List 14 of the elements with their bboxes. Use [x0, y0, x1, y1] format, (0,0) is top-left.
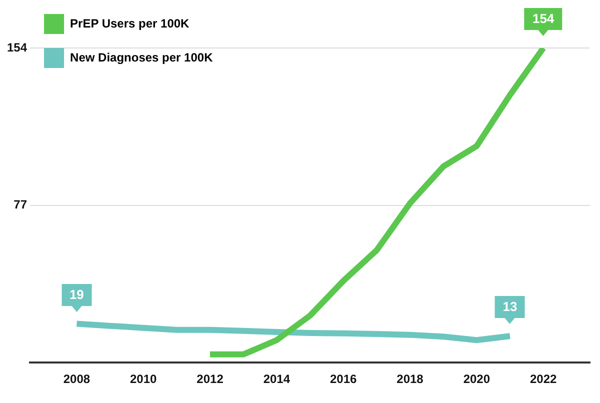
x-tick-label: 2018 [396, 372, 424, 386]
x-tick-label: 2016 [330, 372, 358, 386]
data-label: 13 [494, 296, 526, 318]
data-label: 19 [61, 284, 92, 306]
legend-label: PrEP Users per 100K [70, 16, 190, 30]
legend-label: New Diagnoses per 100K [70, 50, 214, 64]
x-tick-label: 2022 [530, 372, 558, 386]
x-tick-label: 2008 [63, 372, 90, 386]
data-label: 154 [524, 8, 562, 30]
x-tick-label: 2010 [130, 372, 158, 386]
y-tick-label: 77 [14, 198, 28, 212]
x-tick-label: 2020 [463, 372, 490, 386]
x-tick-label: 2012 [196, 372, 224, 386]
x-tick-label: 2014 [263, 372, 290, 386]
